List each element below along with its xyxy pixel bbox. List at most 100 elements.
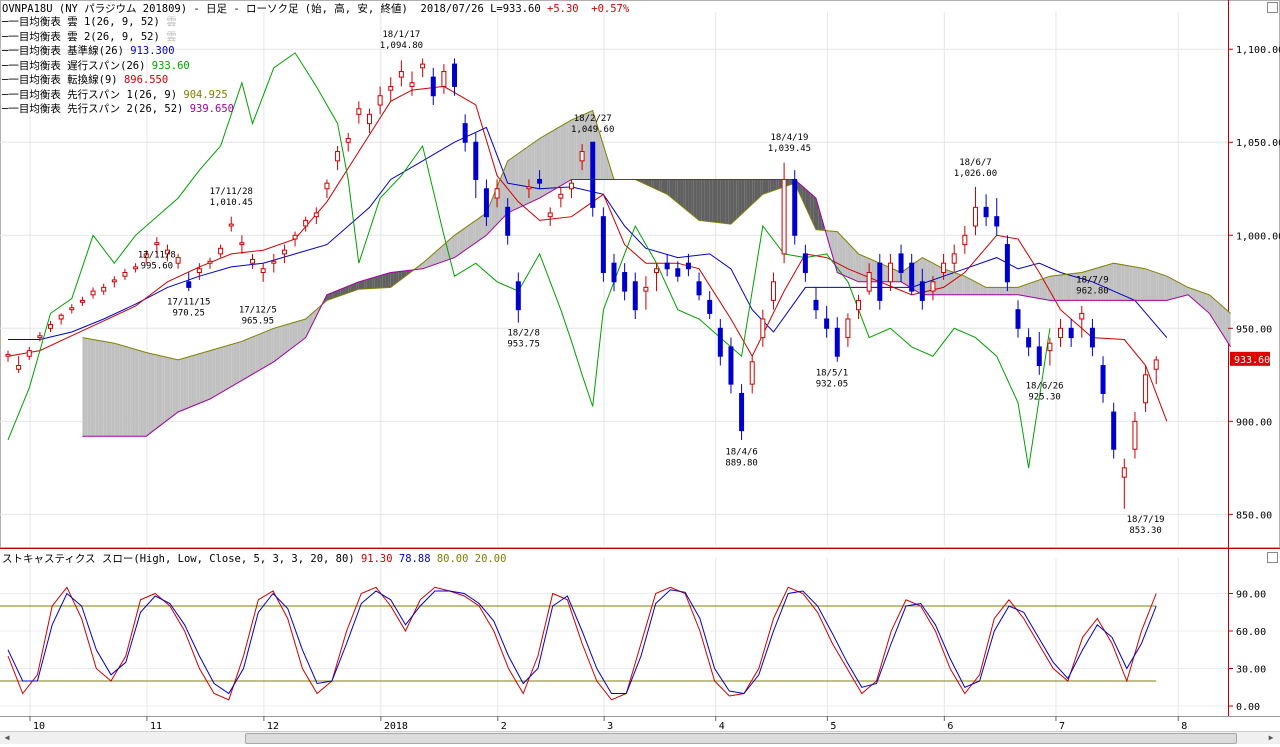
cloud-segment (850, 245, 854, 280)
candle-body (1132, 420, 1138, 450)
cloud-segment (443, 242, 447, 262)
candle-body (324, 182, 330, 190)
cloud-segment (975, 281, 979, 295)
cloud-segment (1132, 266, 1135, 301)
cloud-segment (760, 179, 763, 197)
cloud-segment (151, 353, 155, 433)
annotation-date: 18/6/26 (1026, 381, 1064, 391)
cloud-segment (164, 356, 168, 423)
horizontal-scrollbar[interactable]: ◀ ▶ (0, 731, 1280, 744)
cloud-segment (220, 346, 224, 393)
cloud-segment (964, 276, 968, 295)
cloud-segment (382, 274, 386, 288)
cloud-segment (762, 179, 766, 195)
symbol: OVNPA18U (2, 3, 53, 15)
annotation-value: 925.30 (1028, 392, 1061, 402)
cloud-segment (677, 179, 681, 206)
cloud-segment (555, 127, 559, 189)
cloud-segment (90, 339, 94, 437)
cloud-segment (231, 343, 234, 387)
cloud-segment (704, 179, 708, 222)
candle-body (164, 249, 170, 255)
cloud-segment (1018, 286, 1021, 296)
cloud-segment (701, 179, 705, 222)
candle-body (1036, 346, 1042, 367)
candle-body (866, 271, 872, 292)
cloud-segment (903, 268, 907, 286)
cloud-segment (430, 253, 434, 266)
cloud-segment (1015, 287, 1018, 295)
cloud-segment (186, 356, 189, 409)
cloud-segment (172, 358, 176, 417)
x-axis: 10 11 12 2018 2 3 4 5 6 7 8 (29, 716, 1187, 732)
cloud-segment (1087, 270, 1090, 301)
cloud-segment (1002, 287, 1005, 295)
cloud-segment (863, 256, 867, 282)
candle-body (813, 299, 819, 311)
scroll-right-icon[interactable]: ▶ (1268, 733, 1274, 742)
cloud-segment (805, 188, 809, 213)
candle-body (1015, 309, 1021, 329)
cloud-segment (393, 271, 397, 286)
cloud-segment (1004, 287, 1008, 295)
x-tick-label: 12 (267, 721, 279, 732)
cloud-segment (334, 290, 338, 298)
scroll-left-icon[interactable]: ◀ (4, 733, 10, 742)
candle-body (728, 346, 734, 385)
cloud-segment (994, 287, 997, 295)
indicator-line (7, 85, 1168, 422)
chart-title: (NY パラジウム 201809) - 日足 - ローソク足 (始, 高, 安,… (58, 3, 408, 15)
candle-body (951, 253, 957, 264)
cloud-segment (210, 349, 213, 400)
cloud-segment (648, 179, 652, 187)
candle-body (792, 178, 798, 236)
cloud-segment (978, 283, 981, 295)
x-tick-label: 7 (1059, 721, 1065, 732)
cloud-segment (236, 342, 240, 384)
cloud-segment (598, 127, 601, 180)
candle-body (1100, 365, 1106, 394)
cloud-segment (1036, 279, 1040, 299)
cloud-segment (467, 224, 471, 249)
cloud-segment (311, 312, 314, 327)
annotation-value: 953.75 (507, 339, 540, 349)
cloud-segment (1020, 285, 1024, 296)
cloud-segment (946, 269, 949, 295)
cloud-segment (93, 339, 96, 437)
cloud-segment (356, 281, 359, 291)
main-panel-button[interactable] (1267, 2, 1278, 13)
cloud-segment (148, 353, 152, 435)
candle-body (281, 249, 287, 255)
candle-body (909, 262, 915, 292)
cloud-segment (1076, 272, 1080, 301)
cloud-segment (159, 355, 163, 427)
cloud-segment (1025, 283, 1029, 297)
cloud-segment (728, 179, 731, 225)
cloud-segment (364, 279, 367, 289)
cloud-segment (167, 357, 171, 421)
candle-body (90, 290, 96, 296)
cloud-segment (1012, 287, 1016, 295)
candle-body (133, 266, 139, 270)
cloud-segment (180, 358, 184, 411)
candle-body (143, 253, 149, 259)
candle-body (409, 82, 415, 87)
scrollbar-thumb[interactable] (245, 733, 1237, 744)
stoch-y-axis: 90.00 60.00 30.00 0.00 (1228, 590, 1266, 713)
cloud-segment (858, 253, 862, 282)
cloud-segment (1121, 264, 1125, 301)
cloud-segment (1031, 281, 1034, 298)
cloud-segment (938, 265, 941, 295)
candle-body (430, 76, 436, 97)
cloud-segment (1071, 273, 1074, 301)
candle-body (1047, 342, 1053, 352)
candle-body (749, 361, 755, 385)
cloud-segment (1055, 275, 1058, 301)
candle-body (441, 71, 447, 87)
candle-body (292, 234, 298, 240)
stoch-panel-button[interactable] (1267, 552, 1278, 563)
annotation-date: 18/7/9 (1076, 275, 1109, 285)
candle-body (568, 182, 574, 190)
cloud-segment (550, 130, 553, 192)
cloud-segment (199, 352, 203, 404)
